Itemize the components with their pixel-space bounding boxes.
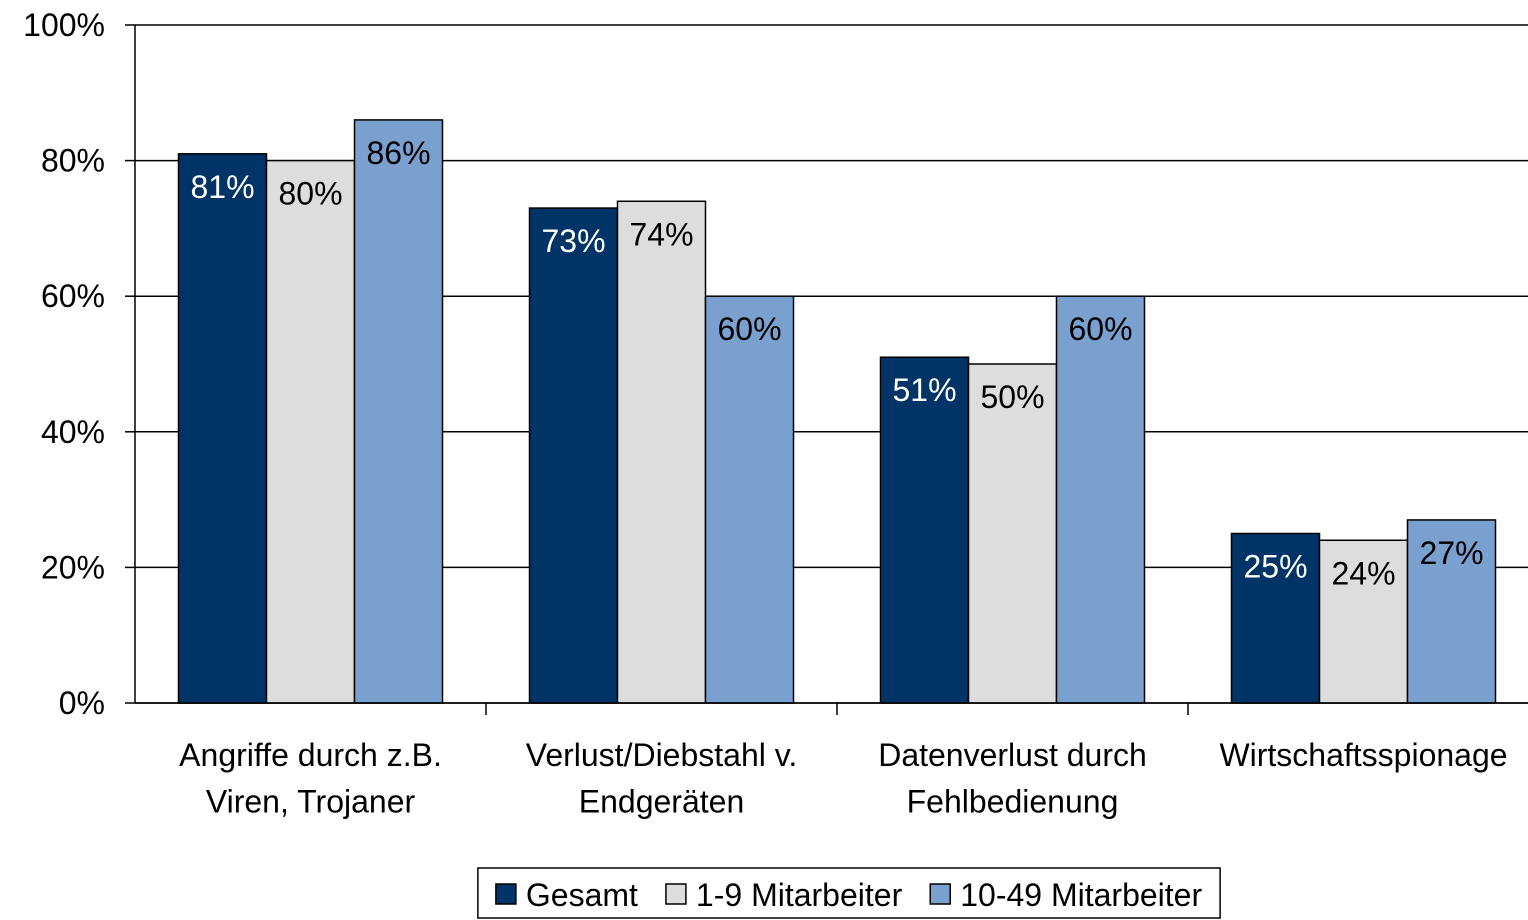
data-label: 51% [892,372,956,408]
y-tick-label: 0% [59,685,105,721]
legend-swatch [495,883,517,905]
x-tick-label: Angriffe durch z.B. Viren, Trojaner [179,737,442,819]
bar [1406,519,1497,704]
y-tick-label: 20% [41,549,105,585]
bar [879,356,970,704]
legend: Gesamt 1-9 Mitarbeiter 10-49 Mitarbeiter [477,867,1221,919]
x-tick-label: Verlust/Diebstahl v. Endgeräten [526,737,798,819]
legend-label: 10-49 Mitarbeiter [960,877,1202,913]
data-label: 24% [1331,555,1395,591]
data-label: 80% [278,176,342,212]
legend-swatch [665,883,687,905]
legend-label: 1-9 Mitarbeiter [696,877,903,913]
data-label: 27% [1419,535,1483,571]
y-tick-label: 40% [41,414,105,450]
legend-label: Gesamt [526,877,638,913]
bar [704,295,795,704]
data-label: 73% [541,223,605,259]
y-tick-label: 100% [23,7,105,43]
bar [967,363,1058,704]
bar [616,200,707,704]
data-label: 25% [1243,549,1307,585]
legend-box [477,867,1221,919]
x-tick-label: Wirtschaftsspionage [1219,737,1507,773]
data-label: 86% [366,135,430,171]
y-tick-label: 80% [41,143,105,179]
bar [177,153,268,704]
bar [353,119,444,704]
bar [265,159,356,704]
legend-swatch [929,883,951,905]
x-tick-label: Datenverlust durch Fehlbedienung [878,737,1147,819]
bar [1055,295,1146,704]
data-label: 60% [717,311,781,347]
bar [528,207,619,704]
data-label: 60% [1068,311,1132,347]
data-label: 74% [629,216,693,252]
y-tick-label: 60% [41,278,105,314]
data-label: 50% [980,379,1044,415]
data-label: 81% [190,169,254,205]
